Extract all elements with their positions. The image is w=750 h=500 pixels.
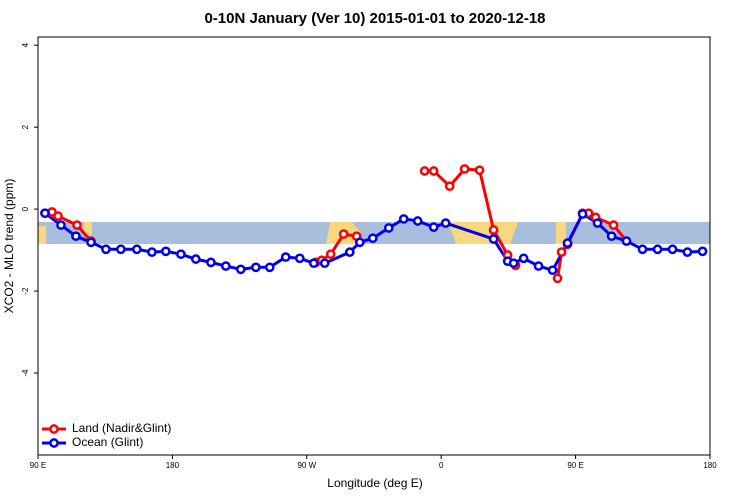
data-point [592,218,603,228]
land-patch [448,222,518,244]
x-tick-label: 180 [703,461,717,470]
data-point [697,246,708,257]
data-point [652,244,663,255]
y-axis-label: XCO2 - MLO trend (ppm) [2,179,16,314]
data-point [190,254,201,264]
data-point [440,218,451,228]
data-point [474,165,485,176]
data-point [53,211,63,221]
x-tick-label: 90 E [567,461,583,470]
data-point [72,220,82,230]
chart-title: 0-10N January (Ver 10) 2015-01-01 to 202… [204,10,545,27]
data-point [319,258,330,269]
legend-label: Land (Nadir&Glint) [72,421,171,435]
x-tick-label: 90 E [30,461,46,470]
data-point [147,247,157,257]
data-point [264,262,275,273]
data-point [398,214,409,224]
data-point [488,234,499,244]
data-point [608,220,619,230]
data-point [533,261,544,271]
y-tick-label: 0 [21,206,30,211]
x-tick-label: 0 [439,461,444,470]
data-point [325,249,336,260]
data-point [547,265,558,276]
data-point [71,231,81,242]
data-point [176,249,186,260]
data-point [101,244,111,255]
data-point [86,237,96,248]
data-point [235,264,246,275]
data-point [518,253,529,264]
data-point [667,244,678,255]
data-point [206,257,216,268]
data-point [40,208,50,219]
data-point [444,181,455,192]
plot-frame [37,36,711,456]
data-point [621,236,632,246]
y-tick-label: 4 [21,42,30,47]
map-strip [38,222,710,244]
data-point [383,223,394,233]
legend-label: Ocean (Glint) [72,435,143,449]
data-point [508,258,519,269]
data-point [552,273,563,284]
data-point [419,166,430,176]
land-patch [38,236,44,244]
land-patch [556,222,566,244]
data-point [428,222,439,232]
data-point [606,231,617,242]
data-point [428,166,439,176]
data-point [459,164,470,174]
y-tick-label: -2 [21,287,30,295]
data-point [308,258,319,269]
data-point [412,216,423,226]
y-tick-label: 2 [21,124,30,129]
data-point [338,229,349,239]
legend-marker [49,424,59,434]
x-tick-label: 180 [166,461,180,470]
data-point [160,246,171,257]
data-point [56,220,66,230]
land-patch [38,226,46,244]
data-point [344,247,355,257]
data-point [132,244,142,255]
data-point [562,238,573,248]
data-point [556,247,567,257]
data-point [367,233,378,244]
x-axis-label: Longitude (deg E) [327,476,422,490]
data-point [577,209,588,219]
data-point [354,237,365,248]
legend-marker [49,438,59,448]
y-tick-label: -4 [21,369,30,377]
data-point [294,253,305,264]
data-point [637,244,648,255]
land-patch [84,222,92,236]
data-point [682,247,693,257]
data-point [488,225,499,235]
ocean-strip [38,222,710,244]
data-point [221,261,231,271]
data-point [251,262,261,273]
data-point [280,252,291,262]
data-point [116,244,126,255]
x-tick-label: 90 W [297,461,316,470]
